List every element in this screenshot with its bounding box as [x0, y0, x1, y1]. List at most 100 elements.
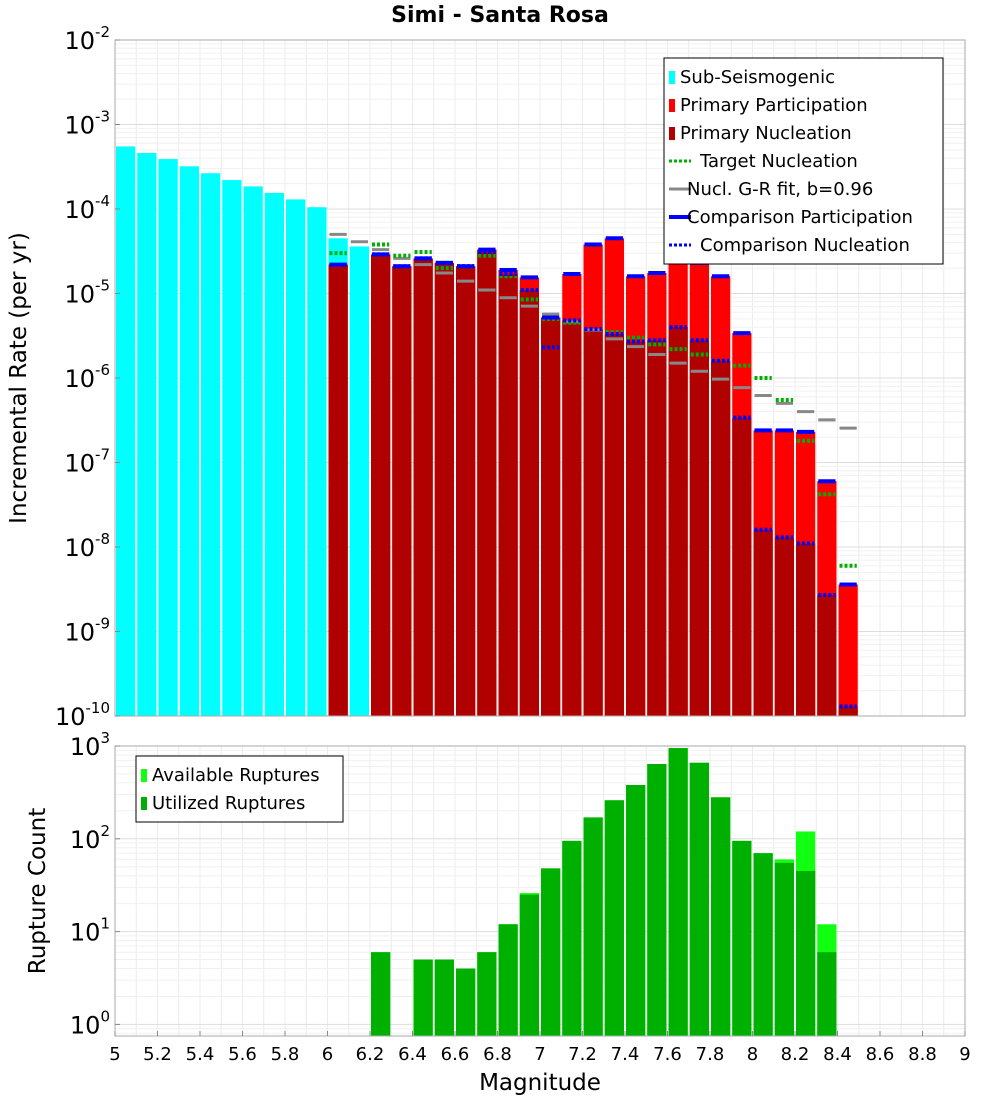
count-gridlines: [115, 746, 966, 1036]
sub-seismogenic-bar: [116, 146, 136, 717]
rupture-count-bars: [371, 748, 837, 1036]
x-tick-label: 6.4: [398, 1044, 427, 1065]
sub-seismogenic-bar: [286, 199, 306, 717]
y-tick-label: 10-8: [64, 530, 110, 562]
sub-seismogenic-bar: [222, 180, 242, 716]
legend-swatch: [141, 769, 147, 782]
primary-participation-bar: [838, 584, 858, 716]
rupture-count-plot: 103 102 101 100 Rupture Count Available Rup…: [25, 729, 966, 1039]
count-y-ticks: 103 102 101 100: [70, 729, 120, 1039]
primary-nucleation-bar: [498, 274, 518, 716]
x-tick-label: 7.8: [696, 1044, 725, 1065]
rate-y-ticks: 10-2 10-3 10-4 10-5 10-6 10-7 10-8 10-9 10-10: [55, 23, 120, 731]
y-tick-label: 10-5: [64, 277, 110, 309]
sub-seismogenic-bar: [243, 186, 263, 716]
legend-label: Primary Nucleation: [680, 123, 852, 144]
primary-nucleation-bar: [753, 529, 773, 716]
rate-legend: Sub-Seismogenic Primary Participation Prim…: [663, 57, 944, 265]
legend-label: Primary Participation: [680, 95, 868, 116]
utilized-ruptures-bar: [796, 870, 816, 1036]
utilized-ruptures-bar: [689, 762, 709, 1036]
primary-nucleation-bar: [434, 262, 454, 716]
x-tick-label: 8.4: [823, 1044, 852, 1065]
y-tick-label: 10-2: [64, 23, 110, 55]
legend-box: [663, 57, 944, 265]
primary-nucleation-bar: [732, 417, 752, 716]
x-tick-label: 6.6: [441, 1044, 470, 1065]
utilized-ruptures-bar: [456, 968, 476, 1036]
sub-seismogenic-bar: [137, 152, 157, 717]
y-tick-label: 10-4: [64, 192, 110, 224]
x-tick-label: 9: [959, 1044, 970, 1065]
primary-nucleation-bar: [456, 266, 476, 716]
primary-nucleation-bar: [838, 706, 858, 716]
primary-nucleation-bar: [371, 254, 391, 716]
sub-seismogenic-bar: [349, 246, 369, 716]
count-legend: Available Ruptures Utilized Ruptures: [135, 755, 344, 823]
utilized-ruptures-bar: [541, 868, 561, 1036]
primary-nucleation-bar: [604, 334, 624, 716]
utilized-ruptures-bar: [626, 784, 646, 1036]
legend-swatch: [669, 127, 675, 140]
x-tick-label: 7.4: [611, 1044, 640, 1065]
primary-nucleation-bar: [328, 264, 348, 716]
y-tick-label: 100: [70, 1007, 110, 1039]
primary-nucleation-bar: [668, 327, 688, 716]
count-y-axis-label: Rupture Count: [25, 808, 51, 974]
rate-series-lines: [329, 232, 857, 709]
primary-nucleation-bar: [796, 543, 816, 716]
sub-seismogenic-bar: [179, 166, 199, 716]
primary-nucleation-bar: [541, 317, 561, 716]
x-tick-label: 5.4: [186, 1044, 215, 1065]
sub-seismogenic-bar: [201, 173, 221, 716]
legend-label: Nucl. G-R fit, b=0.96: [687, 179, 873, 200]
utilized-ruptures-bar: [817, 952, 837, 1036]
rate-y-axis-label: Incremental Rate (per yr): [6, 232, 32, 524]
legend-swatch: [669, 99, 675, 112]
utilized-ruptures-bar: [498, 924, 518, 1036]
legend-label: Comparison Participation: [687, 207, 913, 228]
primary-nucleation-bar: [626, 341, 646, 716]
legend-swatch: [669, 71, 675, 84]
x-tick-labels: 5 5.2 5.4 5.6 5.8 6 6.2 6.4 6.6 6.8 7 7.2 7.4 7.6 7.8 8…: [109, 1031, 971, 1065]
y-tick-label: 103: [70, 729, 110, 761]
primary-nucleation-bars: [328, 249, 858, 716]
utilized-ruptures-bar: [519, 894, 539, 1036]
legend-label: Target Nucleation: [699, 151, 858, 172]
x-axis-label: Magnitude: [479, 1070, 601, 1096]
y-tick-label: 102: [70, 822, 110, 854]
primary-nucleation-bar: [392, 266, 412, 716]
x-tick-label: 7.2: [568, 1044, 597, 1065]
x-tick-label: 5.6: [228, 1044, 257, 1065]
legend-label: Comparison Nucleation: [700, 235, 910, 256]
x-tick-label: 5.8: [271, 1044, 300, 1065]
utilized-ruptures-bar: [774, 862, 794, 1036]
utilized-ruptures-bar: [371, 952, 391, 1036]
utilized-ruptures-bar: [477, 952, 497, 1036]
utilized-ruptures-bar: [647, 763, 667, 1036]
primary-nucleation-bar: [413, 258, 433, 716]
utilized-ruptures-bar: [732, 840, 752, 1036]
x-tick-label: 6.8: [483, 1044, 512, 1065]
y-tick-label: 10-7: [64, 446, 110, 478]
y-tick-label: 10-3: [64, 108, 110, 140]
x-tick-label: 5.2: [143, 1044, 172, 1065]
legend-box: [135, 755, 344, 823]
primary-nucleation-bar: [519, 290, 539, 716]
y-tick-label: 10-9: [64, 615, 110, 647]
utilized-ruptures-bar: [753, 853, 773, 1036]
utilized-ruptures-bar: [711, 797, 731, 1036]
utilized-ruptures-bar: [668, 748, 688, 1036]
x-tick-label: 8: [747, 1044, 758, 1065]
x-tick-label: 6: [322, 1044, 333, 1065]
primary-nucleation-bar: [562, 320, 582, 716]
rate-plot: 10-2 10-3 10-4 10-5 10-6 10-7 10-8 10-9 10-10 In…: [6, 23, 966, 731]
primary-nucleation-bar: [817, 595, 837, 716]
x-tick-label: 8.6: [866, 1044, 895, 1065]
primary-nucleation-bar: [647, 340, 667, 716]
x-tick-label: 8.8: [908, 1044, 937, 1065]
legend-swatch: [141, 797, 147, 810]
utilized-ruptures-bar: [562, 840, 582, 1036]
x-tick-label: 8.2: [781, 1044, 810, 1065]
